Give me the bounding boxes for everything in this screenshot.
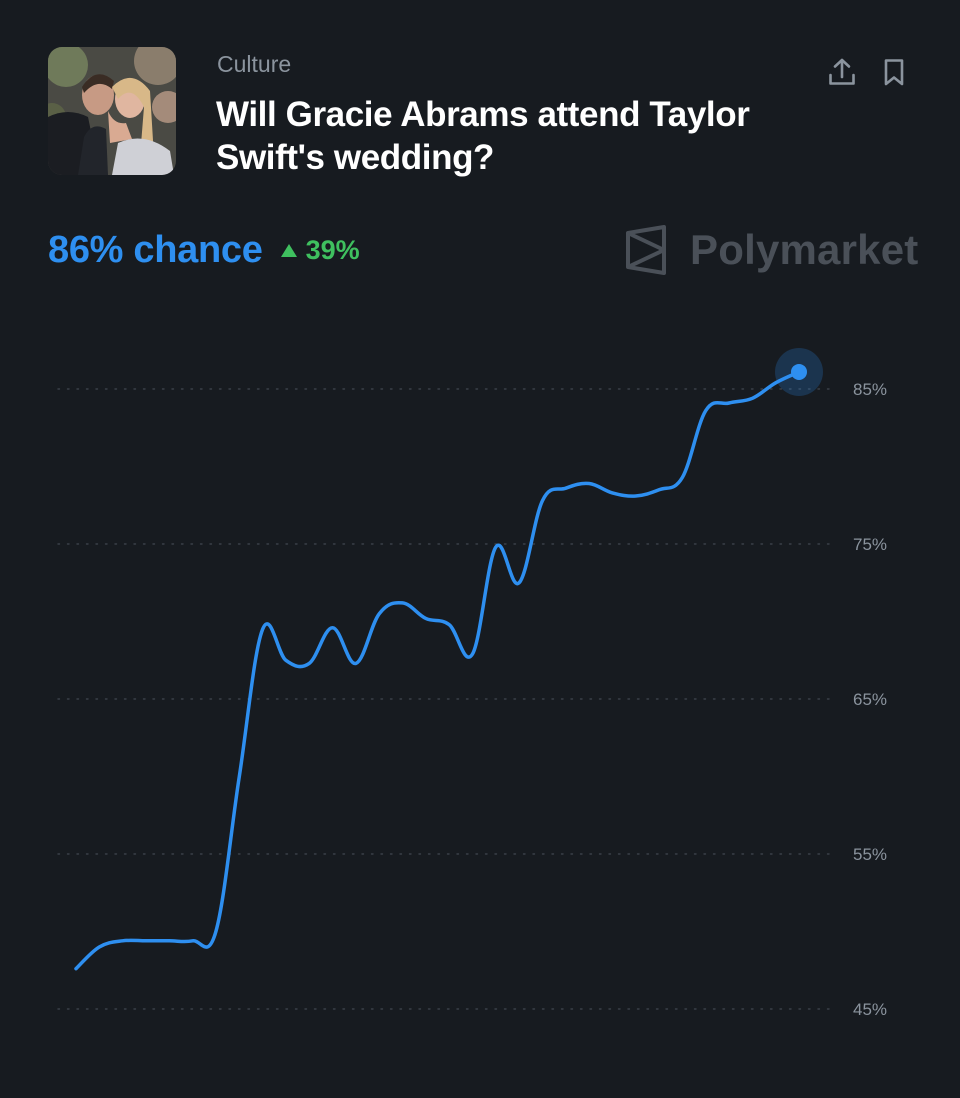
share-upload-icon [829,58,855,85]
market-title: Will Gracie Abrams attend Taylor Swift's… [216,95,750,177]
polymarket-logo-icon [626,225,666,275]
polymarket-watermark: Polymarket [624,222,918,278]
probability-line [74,370,801,971]
chart-y-axis: 45% 55% 65% 75% 85% [853,380,887,1019]
chart-gridlines [57,388,831,1010]
chance-summary: 86% chance 39% [48,226,360,274]
market-category[interactable]: Culture [217,51,292,77]
y-tick-label: 45% [853,1000,887,1019]
bookmark-button[interactable] [874,52,914,92]
triangle-up-icon [280,243,297,257]
brand-name: Polymarket [690,226,919,273]
share-button[interactable] [822,52,862,92]
y-tick-label: 55% [853,845,887,864]
y-tick-label: 85% [853,380,887,399]
couple-photo-image [48,47,176,175]
market-thumbnail [48,47,176,175]
y-tick-label: 75% [853,535,887,554]
chance-change: 39% [280,234,360,266]
current-point-marker[interactable] [791,363,807,380]
chance-change-value: 39% [305,234,360,265]
bookmark-icon [884,59,904,86]
y-tick-label: 65% [853,690,887,709]
chance-value: 86% chance [48,228,263,271]
